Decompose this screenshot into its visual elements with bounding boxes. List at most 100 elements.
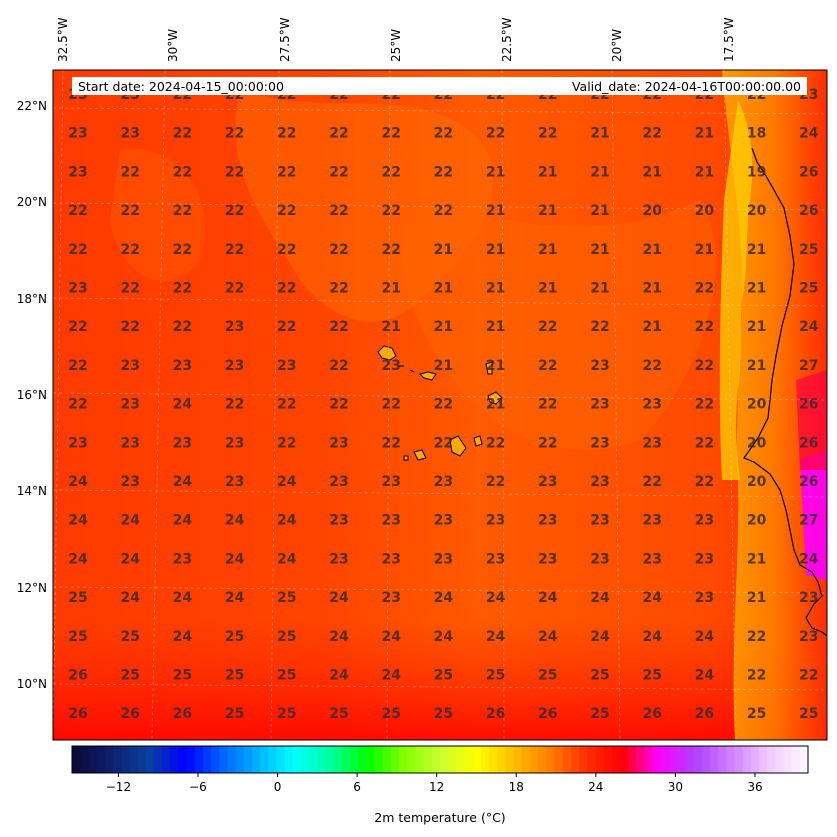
- grid-value: 25: [747, 706, 766, 722]
- grid-value: 22: [225, 397, 244, 413]
- grid-value: 22: [225, 164, 244, 180]
- colorbar-swatch: [374, 746, 384, 773]
- grid-value: 22: [329, 358, 348, 374]
- colorbar-swatch: [333, 746, 343, 773]
- grid-value: 24: [799, 126, 819, 142]
- grid-value: 22: [68, 203, 87, 219]
- grid-value: 22: [225, 126, 244, 142]
- grid-value: 22: [434, 126, 453, 142]
- grid-value: 24: [329, 668, 349, 684]
- colorbar-swatch: [129, 746, 139, 773]
- grid-value: 24: [486, 590, 506, 606]
- grid-value: 21: [434, 242, 453, 258]
- grid-value: 21: [590, 203, 609, 219]
- grid-value: 21: [642, 281, 661, 297]
- colorbar: −12 −6 0 6 12 18 24 30 36 2m temperature (°C): [71, 745, 809, 825]
- grid-value: 22: [486, 474, 505, 490]
- colorbar-swatch: [317, 746, 327, 773]
- grid-value: 23: [590, 397, 609, 413]
- colorbar-swatch: [619, 746, 629, 773]
- grid-value: 26: [173, 706, 192, 722]
- colorbar-swatch: [268, 746, 278, 773]
- grid-value: 25: [799, 706, 818, 722]
- grid-value: 23: [329, 513, 348, 529]
- colorbar-swatch: [170, 746, 179, 773]
- grid-value: 24: [329, 590, 349, 606]
- grid-value: 22: [68, 242, 87, 258]
- grid-value: 23: [538, 551, 557, 567]
- grid-value: 21: [747, 319, 766, 335]
- grid-value: 22: [277, 242, 296, 258]
- grid-value: 20: [747, 397, 767, 413]
- grid-value: 22: [329, 319, 348, 335]
- grid-value: 25: [486, 668, 505, 684]
- grid-value: 24: [381, 668, 401, 684]
- grid-value: 22: [277, 164, 296, 180]
- grid-value: 22: [277, 319, 296, 335]
- grid-value: 22: [68, 319, 87, 335]
- grid-value: 26: [68, 668, 87, 684]
- colorbar-swatch: [300, 746, 310, 773]
- grid-value: 22: [381, 435, 400, 451]
- grid-value: 24: [173, 629, 193, 645]
- grid-value: 21: [381, 281, 400, 297]
- grid-value: 21: [642, 319, 661, 335]
- grid-value: 24: [225, 551, 245, 567]
- colorbar-swatch: [734, 746, 744, 773]
- grid-value: 25: [799, 281, 818, 297]
- grid-value: 21: [590, 281, 609, 297]
- colorbar-tick-label: −6: [189, 780, 207, 794]
- colorbar-swatch: [529, 746, 539, 773]
- colorbar-swatch: [284, 746, 294, 773]
- colorbar-swatch: [431, 746, 441, 773]
- grid-value: 21: [747, 590, 766, 606]
- lon-tick-label: 30°W: [166, 29, 180, 62]
- grid-value: 23: [538, 513, 557, 529]
- grid-value: 20: [747, 435, 767, 451]
- grid-value: 21: [538, 203, 557, 219]
- grid-value: 21: [486, 281, 505, 297]
- grid-value: 25: [277, 629, 296, 645]
- grid-value: 23: [120, 397, 139, 413]
- grid-value: 22: [120, 203, 139, 219]
- grid-value: 23: [486, 513, 505, 529]
- grid-value: 22: [695, 281, 714, 297]
- grid-value: 21: [434, 358, 453, 374]
- grid-value: 22: [173, 319, 192, 335]
- grid-value: 23: [381, 358, 400, 374]
- colorbar-swatch: [628, 746, 637, 773]
- colorbar-swatch: [161, 746, 171, 773]
- grid-value: 21: [590, 126, 609, 142]
- lon-tick-label: 20°W: [610, 29, 624, 62]
- grid-value: 21: [486, 397, 505, 413]
- grid-value: 21: [486, 358, 505, 374]
- grid-value: 22: [695, 435, 714, 451]
- colorbar-swatch: [260, 746, 269, 773]
- colorbar-tick-label: 12: [429, 780, 444, 794]
- colorbar-swatch: [366, 746, 376, 773]
- colorbar-swatch: [799, 746, 809, 773]
- grid-value: 24: [173, 397, 193, 413]
- grid-value: 25: [225, 629, 244, 645]
- grid-value: 23: [590, 513, 609, 529]
- colorbar-swatch: [72, 746, 81, 773]
- colorbar-swatch: [579, 746, 588, 773]
- colorbar-tick-label: 24: [588, 780, 603, 794]
- colorbar-swatch: [554, 746, 564, 773]
- grid-value: 26: [538, 706, 557, 722]
- colorbar-swatch: [341, 746, 351, 773]
- grid-value: 20: [747, 203, 767, 219]
- grid-value: 21: [538, 242, 557, 258]
- grid-value: 25: [277, 668, 296, 684]
- colorbar-swatch: [603, 746, 613, 773]
- colorbar-swatch: [382, 746, 392, 773]
- grid-value: 25: [329, 706, 348, 722]
- grid-value: 21: [747, 242, 766, 258]
- colorbar-swatch: [636, 746, 646, 773]
- colorbar-swatch: [178, 746, 188, 773]
- grid-value: 25: [120, 668, 139, 684]
- grid-value: 23: [173, 551, 192, 567]
- colorbar-tick-label: 0: [274, 780, 282, 794]
- grid-value: 24: [486, 629, 506, 645]
- grid-value: 22: [173, 164, 192, 180]
